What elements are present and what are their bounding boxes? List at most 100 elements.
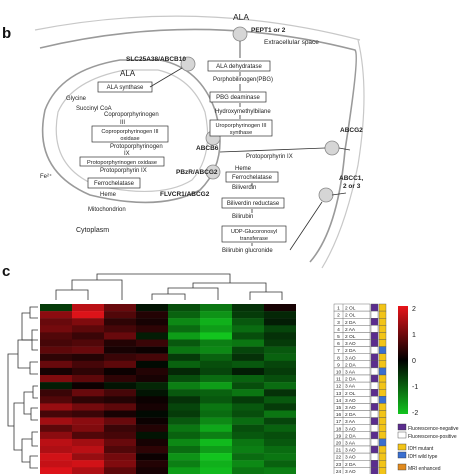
glycine-label: Glycine [66,96,87,102]
legend: Fluorescence-negative Fluorescence-posit… [397,423,459,472]
idh-cell [378,424,387,433]
legend-swatch-idh-wt [397,451,407,459]
idh-cell [378,460,387,468]
colorbar-ticks: 2 1 0 -1 -2 [412,306,418,417]
sample-type: 2 DA [345,377,356,383]
heatmap-cell [104,353,136,361]
sample-type: 3 AA [345,441,356,447]
heatmap-cell [104,417,136,425]
heatmap-cell [232,403,264,411]
sample-number: 22 [336,455,342,461]
heatmap-cell [168,332,200,340]
sample-row: 19 2 DA [333,431,387,439]
fluorescence-cell [370,460,379,468]
heatmap-cell [200,304,232,312]
sample-row: 5 2 OL [333,332,387,340]
heatmap-cell [200,325,232,333]
sample-number: 16 [336,412,342,418]
sample-number: 17 [336,419,342,425]
fe-label: Fe²⁺ [40,173,52,180]
heatmap-cell [40,339,72,347]
heatmap-cell [200,311,232,319]
fluorescence-cell [370,452,379,461]
copro-oxidase-box: Coproporphyrinogen III oxidase [91,125,169,143]
sample-type: 3 AA [345,384,356,390]
fluorescence-cell [370,410,379,418]
fluorescence-cell [370,325,379,333]
ala-extracellular-label: ALA [233,12,249,22]
pbg-deaminase-box: PBG deaminase [209,91,267,103]
heatmap-cell [136,417,168,425]
heatmap-cell [104,446,136,454]
fluorescence-cell [370,438,379,447]
heatmap-cell [104,453,136,461]
hmb-label: Hydroxymethylbilane [215,109,271,115]
sample-type: 3 AA [345,370,356,376]
sample-row: 6 3 AO [333,339,387,347]
heatmap-cell [72,382,104,390]
heatmap-cell [200,367,232,376]
heatmap-cell [264,446,296,454]
heatmap-cell [72,304,104,312]
sample-type: 3 AO [345,455,356,461]
sample-number: 12 [336,384,342,390]
svg-text:synthase: synthase [230,130,252,136]
heatmap-cell [40,460,72,468]
heatmap-cell [264,311,296,319]
copro-gen-label: Coproporphyrinogen [104,112,159,118]
heatmap-cell [72,453,104,461]
heatmap-cell [72,318,104,326]
heatmap-cell [40,367,72,376]
sample-row: 3 2 DA [333,318,387,326]
heatmap-cell [232,332,264,340]
idh-cell [378,445,387,454]
ala-dehydratase-box: ALA dehydratase [207,60,271,72]
sample-type: 2 AA [345,327,356,333]
bilirubin-label: Bilirubin [232,214,253,220]
heatmap-cell [264,332,296,340]
idh-cell [378,396,387,404]
heatmap-cell [136,346,168,354]
sample-type: 3 AO [345,405,356,411]
heatmap-cell [264,304,296,312]
heatmap-cell [200,396,232,404]
sample-type: 3 AO [345,355,356,361]
heatmap-cell [168,304,200,312]
heatmap-cell [136,353,168,361]
fluorescence-cell [370,374,379,383]
sample-type: 2 DA [345,433,356,439]
sample-type: 2 OL [345,334,356,340]
heatmap-cell [168,467,200,474]
sample-row-box [333,467,371,474]
legend-swatch-fluor-pos [397,431,407,439]
heatmap-cell [72,396,104,404]
sample-row: 2 2 OL [333,310,387,319]
heatmap-cell [40,467,72,474]
heatmap-cell [40,424,72,432]
heatmap-cell [72,325,104,333]
legend-swatch-mri [397,463,407,471]
ala-synthase-box: ALA synthase [97,81,153,93]
arrow-abcc-out [331,192,347,196]
heatmap-cell [136,396,168,404]
sample-number: 13 [336,391,342,397]
mitochondrion-inner-membrane [55,69,209,193]
heatmap-cell [264,375,296,383]
svg-text:Protoporphyrinogen oxidase: Protoporphyrinogen oxidase [87,160,157,166]
heatmap-cell [168,453,200,461]
sample-row: 12 3 AA [333,381,387,390]
heatmap-cell [264,417,296,425]
heatmap-cell [72,467,104,474]
heatmap-cell [232,311,264,319]
arrow-ala-out-mito [149,67,183,88]
heatmap-cell [264,438,296,447]
idh-cell [378,360,387,369]
sample-number: 15 [336,405,342,411]
colorbar [398,306,408,414]
sample-row: 20 3 AA [333,438,387,447]
heatmap-cell [200,339,232,347]
heatmap-cell [136,304,168,312]
legend-fluor-pos: Fluorescence-positive [408,434,457,440]
heatmap-cell [40,353,72,361]
heatmap-cell [200,460,232,468]
